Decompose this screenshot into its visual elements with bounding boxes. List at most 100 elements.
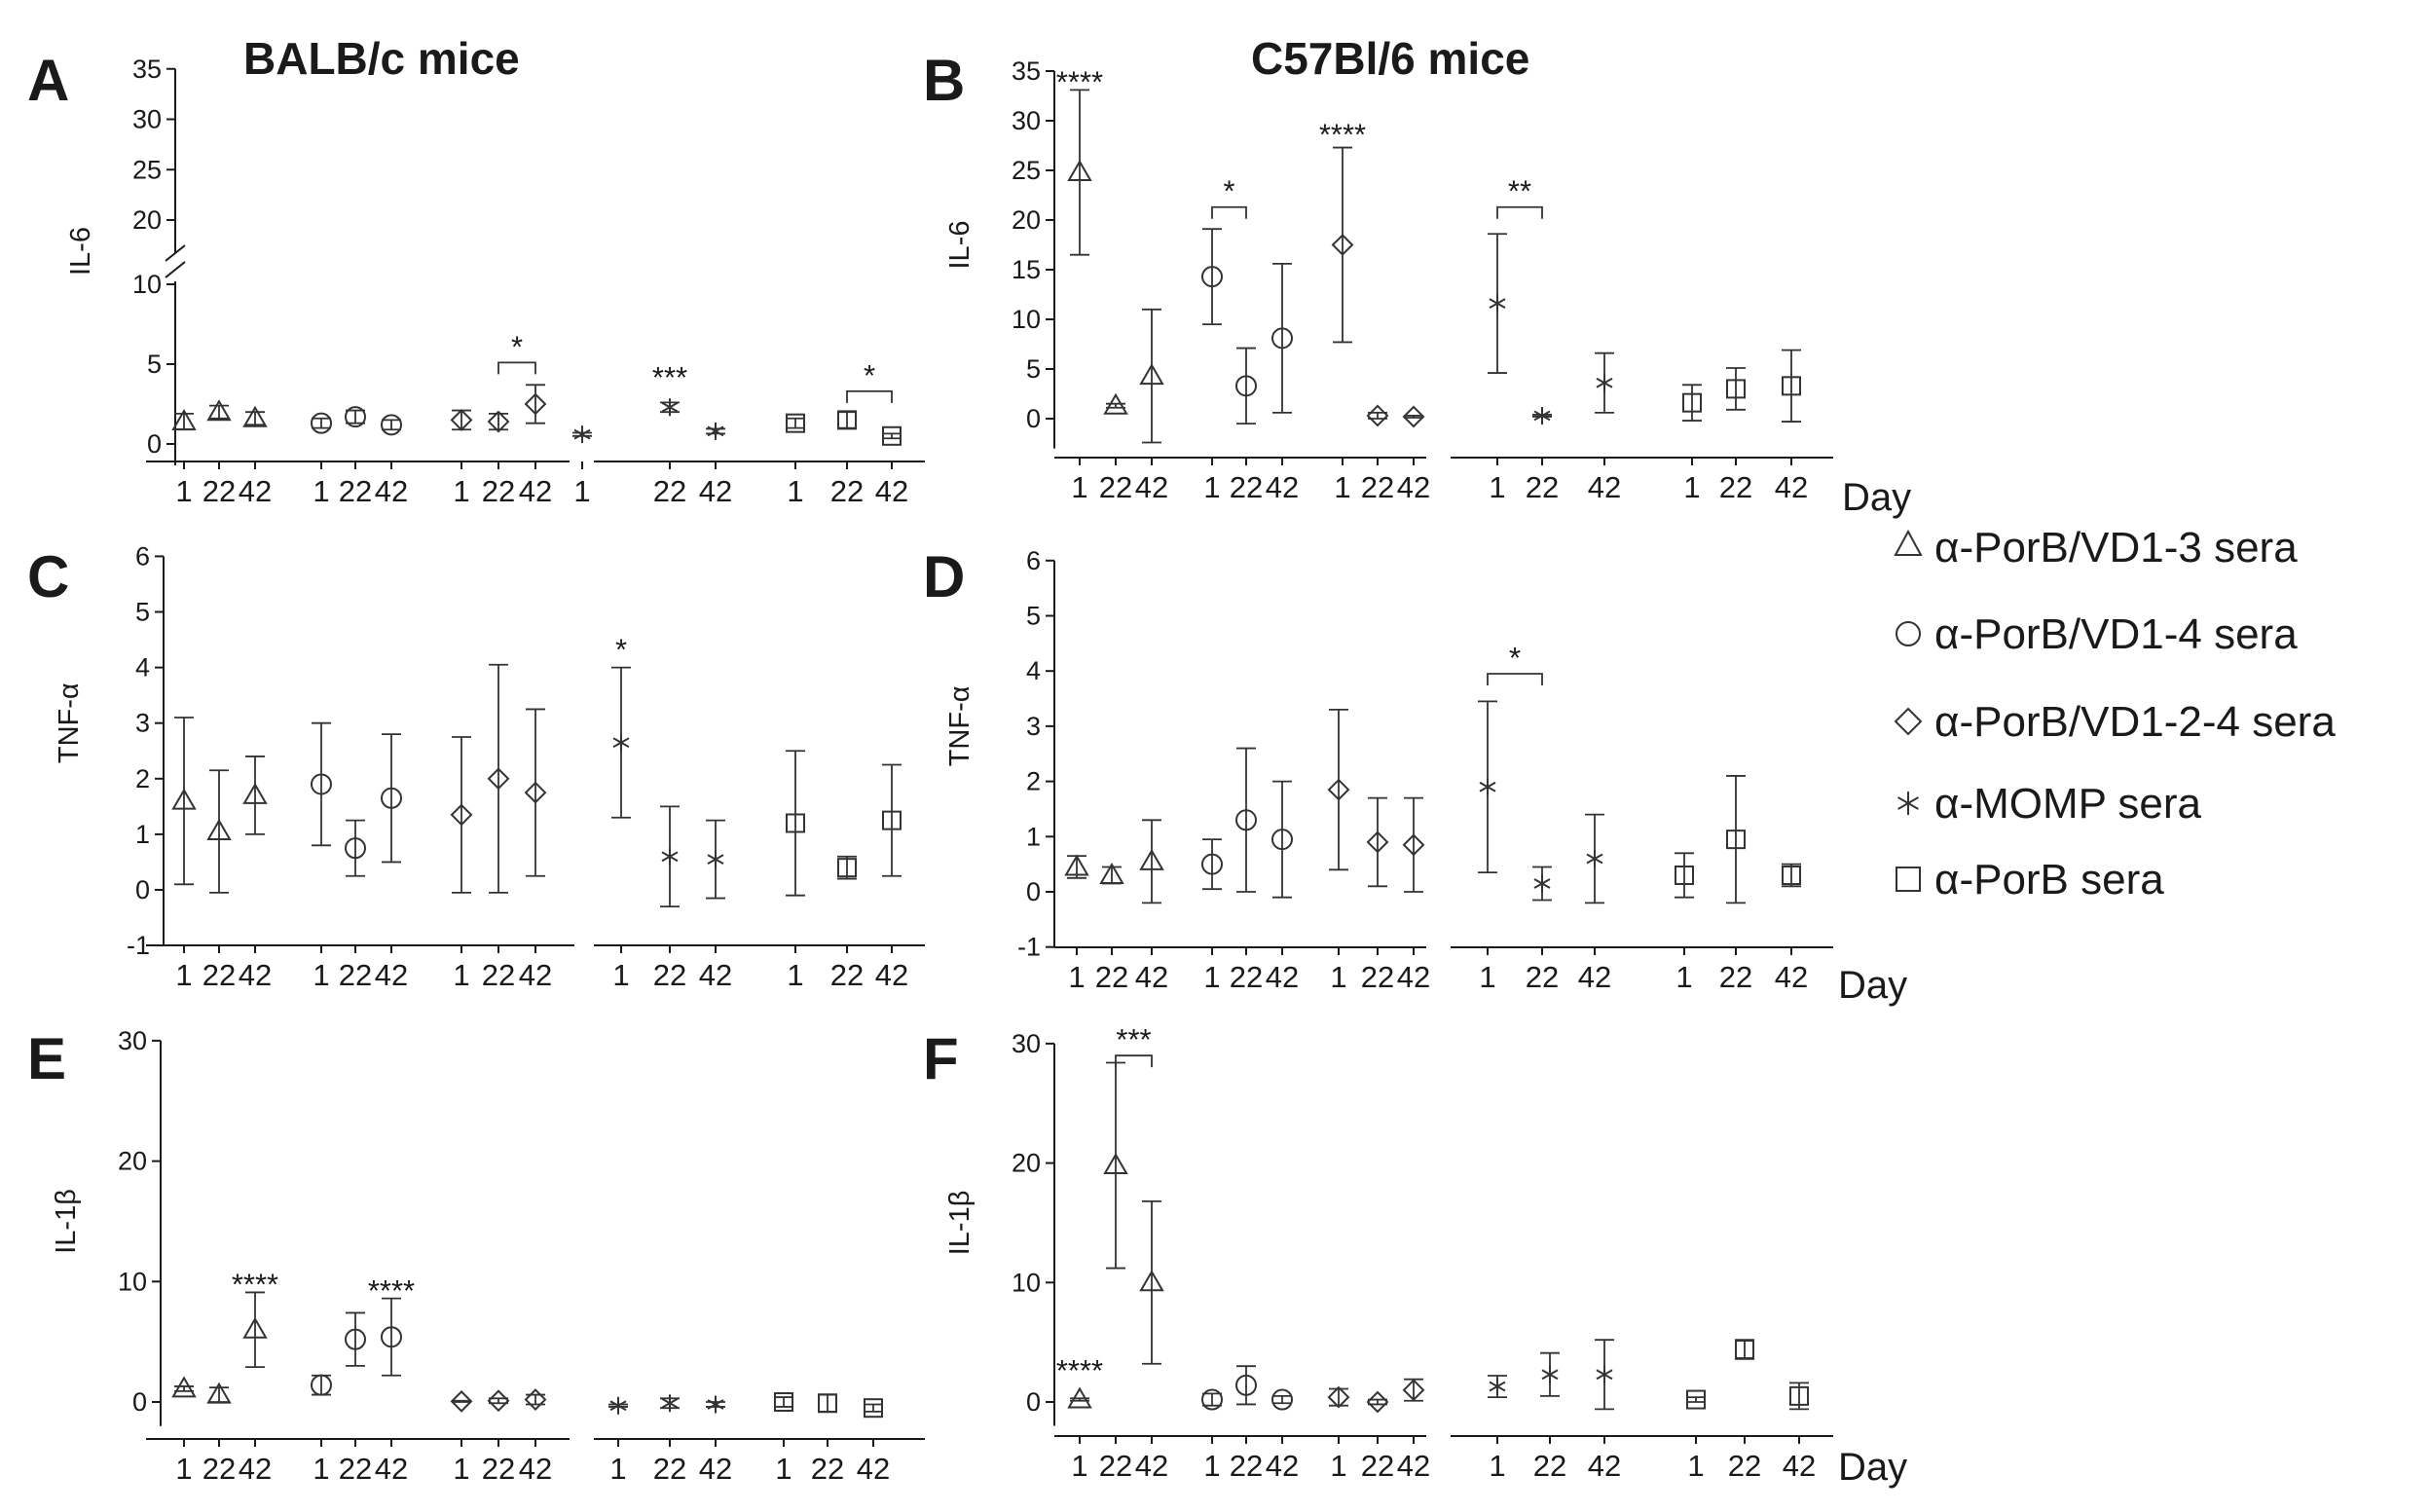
star-marker <box>1541 1365 1559 1383</box>
day-label-f: Day <box>1838 1446 1907 1489</box>
error-bar <box>526 1393 545 1406</box>
star-marker <box>1533 406 1551 424</box>
diamond-marker <box>1402 405 1425 428</box>
circle-marker <box>1201 1388 1223 1411</box>
x-tick-label: 1 <box>1675 960 1692 994</box>
x-tick-label: 42 <box>375 474 408 508</box>
y-axis-label: IL-1β <box>944 1191 976 1256</box>
circle-marker <box>381 414 402 436</box>
panel-letter-a: A <box>27 48 69 113</box>
triangle-marker <box>242 405 268 427</box>
triangle-marker <box>206 399 232 422</box>
header-balbc: BALB/c mice <box>243 33 520 84</box>
y-tick-label: 3 <box>135 709 150 738</box>
y-tick-label: 0 <box>1026 877 1041 906</box>
error-bar <box>1202 1392 1222 1407</box>
significance-stars: * <box>1509 641 1521 675</box>
error-bar <box>312 417 331 429</box>
x-tick-label: 1 <box>609 1452 626 1486</box>
x-tick-label: 1 <box>787 958 803 992</box>
x-tick-label: 1 <box>313 1452 329 1486</box>
significance-stars: **** <box>368 1273 415 1308</box>
legend-square-marker <box>1896 867 1921 892</box>
x-tick-label: 42 <box>699 474 732 508</box>
error-bar <box>1202 228 1222 325</box>
error-bar <box>526 708 545 877</box>
significance-bracket <box>1487 673 1543 686</box>
error-bar <box>245 411 265 426</box>
error-bar <box>1329 1387 1348 1407</box>
error-bar <box>1329 708 1348 871</box>
diamond-marker <box>487 1389 510 1413</box>
error-bar <box>1333 146 1352 344</box>
x-tick-label: 1 <box>175 474 192 508</box>
error-bar <box>1142 819 1161 904</box>
error-bar <box>882 763 902 877</box>
significance-bracket <box>846 389 893 403</box>
y-tick-label: 10 <box>1012 1268 1041 1297</box>
y-tick-label: 1 <box>135 820 150 849</box>
significance-stars: **** <box>232 1268 278 1302</box>
x-tick-label: 1 <box>1489 470 1505 504</box>
circle-marker <box>1271 1388 1293 1411</box>
legend-label-momp: α-MOMP sera <box>1934 780 2202 828</box>
x-tick-label: 22 <box>1728 1449 1761 1483</box>
error-bar <box>1236 1365 1256 1406</box>
star-marker <box>1489 1378 1506 1396</box>
y-tick-label: 35 <box>132 55 162 84</box>
axis-break-mark <box>165 244 186 278</box>
square-marker <box>1782 865 1801 885</box>
square-marker <box>1735 1340 1754 1360</box>
error-bar <box>312 721 331 847</box>
y-tick-label: 0 <box>132 1387 147 1417</box>
diamond-marker <box>487 410 510 433</box>
star-marker <box>661 847 679 866</box>
y-tick-label: 10 <box>1012 305 1041 334</box>
y-axis-label: IL-1β <box>51 1189 82 1254</box>
x-tick-label: 22 <box>653 958 686 992</box>
diamond-marker <box>524 392 547 416</box>
x-tick-label: 42 <box>875 474 908 508</box>
y-tick-label: 25 <box>132 155 162 184</box>
y-tick-label: 5 <box>147 350 162 379</box>
error-bar <box>1202 838 1222 891</box>
error-bar <box>786 750 805 897</box>
circle-marker <box>345 406 366 428</box>
legend-item-vd1-4: α-PorB/VD1-4 sera <box>1896 610 2298 658</box>
y-tick-label: 30 <box>1012 106 1041 135</box>
y-tick-label: 10 <box>118 1267 147 1296</box>
star-marker <box>707 1395 724 1414</box>
significance-bracket <box>497 361 536 375</box>
x-tick-label: 1 <box>453 958 469 992</box>
diamond-marker <box>1366 830 1389 854</box>
triangle-marker <box>171 788 197 810</box>
significance-stars: * <box>864 358 875 392</box>
error-bar <box>346 1311 365 1367</box>
x-tick-label: 22 <box>1099 470 1132 504</box>
error-bar <box>245 1291 265 1369</box>
y-tick-label: 20 <box>132 205 162 235</box>
error-bar <box>1272 262 1292 414</box>
triangle-marker <box>206 819 232 841</box>
significance-bracket <box>1496 205 1543 219</box>
x-tick-label: 1 <box>1203 470 1220 504</box>
x-tick-label: 22 <box>830 958 864 992</box>
significance-stars: **** <box>1056 1353 1103 1387</box>
significance-stars: *** <box>652 360 687 394</box>
x-tick-label: 1 <box>1683 470 1700 504</box>
x-tick-label: 22 <box>1230 1449 1263 1483</box>
error-bar <box>1236 747 1256 893</box>
error-bar <box>452 1399 471 1403</box>
legend-item-vd1-2-4: α-PorB/VD1-2-4 sera <box>1894 698 2336 746</box>
x-tick-label: 42 <box>239 474 272 508</box>
y-tick-label: 25 <box>1012 156 1041 185</box>
square-marker <box>786 813 805 833</box>
y-axis-label: TNF-α <box>944 686 976 767</box>
star-marker <box>573 425 591 444</box>
circle-marker <box>1201 266 1223 288</box>
diamond-marker <box>1366 1390 1389 1414</box>
error-bar <box>864 1403 883 1413</box>
